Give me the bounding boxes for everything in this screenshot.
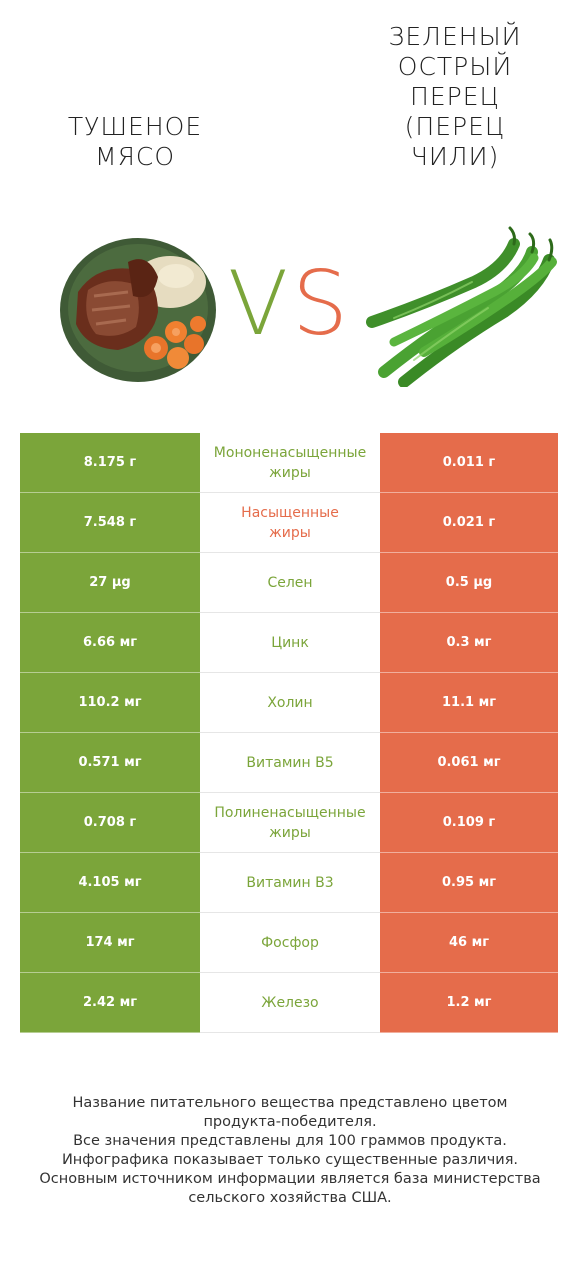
table-row: 7.548 г Насыщенные жиры 0.021 г (20, 493, 558, 553)
nutrient-label-line: Селен (267, 574, 313, 591)
nutrient-label: Витамин B3 (200, 853, 380, 913)
right-value: 1.2 мг (380, 973, 558, 1033)
table-row: 27 µg Селен 0.5 µg (20, 553, 558, 613)
nutrient-label-line: Полиненасыщенные (214, 804, 366, 821)
nutrient-label-line: Мононенасыщенные (213, 444, 367, 461)
left-title-line: ТУШЕНОЕ (67, 112, 203, 141)
nutrient-label-line: жиры (269, 524, 311, 541)
table-row: 8.175 г Мононенасыщенные жиры 0.011 г (20, 433, 558, 493)
nutrient-label: Полиненасыщенные жиры (200, 793, 380, 853)
left-value: 7.548 г (20, 493, 200, 553)
comparison-table: 8.175 г Мононенасыщенные жиры 0.011 г 7.548 … (20, 433, 558, 1033)
footer-line: Основным источником информации является … (39, 1171, 541, 1187)
footer-line: Инфографика показывает только существенн… (61, 1152, 519, 1168)
nutrient-label: Насыщенные жиры (200, 493, 380, 553)
nutrient-label-line: жиры (269, 464, 311, 481)
left-value: 2.42 мг (20, 973, 200, 1033)
left-value: 110.2 мг (20, 673, 200, 733)
left-value: 4.105 мг (20, 853, 200, 913)
nutrient-label-line: Железо (261, 994, 319, 1011)
right-value: 0.109 г (380, 793, 558, 853)
nutrient-label-line: жиры (269, 824, 311, 841)
right-value: 46 мг (380, 913, 558, 973)
footer-notes: Название питательного вещества представл… (30, 1094, 550, 1208)
vs-letter-v: V (228, 256, 288, 346)
right-value: 0.95 мг (380, 853, 558, 913)
table-row: 6.66 мг Цинк 0.3 мг (20, 613, 558, 673)
nutrient-label: Селен (200, 553, 380, 613)
nutrient-label: Мононенасыщенные жиры (200, 433, 380, 493)
left-title-line: МЯСО (94, 142, 176, 171)
footer-line: сельского хозяйства США. (188, 1190, 392, 1206)
stewed-meat-image (60, 238, 216, 382)
nutrient-label-line: Цинк (271, 634, 309, 651)
footer-line: продукта-победителя. (203, 1114, 377, 1130)
right-value: 0.5 µg (380, 553, 558, 613)
right-value: 0.011 г (380, 433, 558, 493)
footer-line: Название питательного вещества представл… (72, 1095, 508, 1111)
nutrient-label: Фосфор (200, 913, 380, 973)
left-value: 6.66 мг (20, 613, 200, 673)
nutrient-label: Железо (200, 973, 380, 1033)
right-title-line: ЗЕЛЕНЫЙ (388, 22, 522, 51)
right-value: 0.021 г (380, 493, 558, 553)
nutrient-label-line: Насыщенные (241, 504, 339, 521)
left-product-title: ТУШЕНОЕ МЯСО (35, 112, 235, 172)
left-value: 8.175 г (20, 433, 200, 493)
right-title-line: ОСТРЫЙ (397, 52, 513, 81)
left-value: 174 мг (20, 913, 200, 973)
table-row: 110.2 мг Холин 11.1 мг (20, 673, 558, 733)
right-value: 11.1 мг (380, 673, 558, 733)
right-product-title: ЗЕЛЕНЫЙ ОСТРЫЙ ПЕРЕЦ (ПЕРЕЦ ЧИЛИ) (355, 22, 555, 172)
right-title-line: ЧИЛИ) (410, 142, 500, 171)
versus-label: V S (228, 256, 348, 346)
right-value: 0.061 мг (380, 733, 558, 793)
nutrient-label-line: Витамин B3 (246, 874, 334, 891)
nutrient-label: Холин (200, 673, 380, 733)
right-title-line: (ПЕРЕЦ (404, 112, 506, 141)
table-row: 2.42 мг Железо 1.2 мг (20, 973, 558, 1033)
right-title-line: ПЕРЕЦ (410, 82, 500, 111)
table-row: 0.571 мг Витамин B5 0.061 мг (20, 733, 558, 793)
nutrient-label: Витамин B5 (200, 733, 380, 793)
left-value: 0.708 г (20, 793, 200, 853)
green-chili-pepper-image (366, 226, 557, 387)
table-row: 0.708 г Полиненасыщенные жиры 0.109 г (20, 793, 558, 853)
left-value: 0.571 мг (20, 733, 200, 793)
table-row: 174 мг Фосфор 46 мг (20, 913, 558, 973)
table-row: 4.105 мг Витамин B3 0.95 мг (20, 853, 558, 913)
vs-letter-s: S (292, 256, 348, 346)
footer-line: Все значения представлены для 100 граммо… (73, 1133, 507, 1149)
right-value: 0.3 мг (380, 613, 558, 673)
left-value: 27 µg (20, 553, 200, 613)
nutrient-label-line: Фосфор (261, 934, 319, 951)
nutrient-label: Цинк (200, 613, 380, 673)
nutrient-label-line: Витамин B5 (246, 754, 334, 771)
nutrient-label-line: Холин (267, 694, 313, 711)
